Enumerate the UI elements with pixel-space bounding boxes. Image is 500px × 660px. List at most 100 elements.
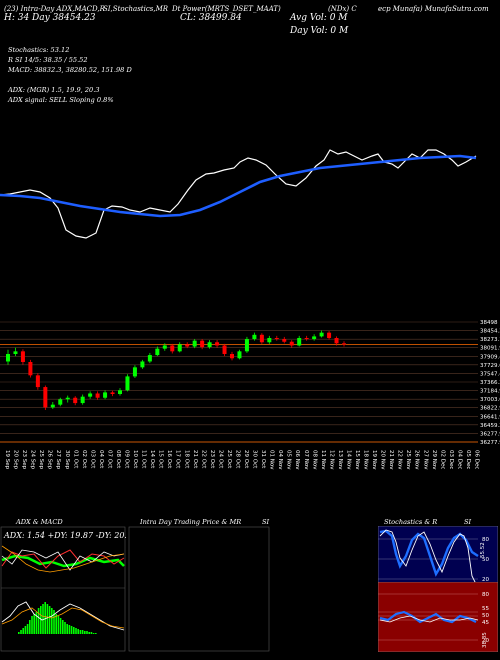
candle-body: [170, 345, 175, 352]
date-label: 14 Oct: [149, 450, 155, 469]
adx-line-white: [1, 549, 125, 571]
intra-panel-title2: SI: [262, 518, 270, 526]
macd-bar: [35, 612, 38, 634]
date-label: 25 Sep: [38, 450, 44, 470]
candle-body: [267, 338, 272, 343]
price-tick-label: 36277.90: [480, 431, 500, 437]
price-tick-label: 36459.28: [480, 423, 500, 429]
price-tick-label: 37547.47: [480, 371, 500, 377]
price-tick-label: 36641.91: [480, 414, 500, 420]
macd-bar: [57, 616, 60, 634]
adx-panel: ADX: 1.54 +DY: 19.87 -DY: 20.49: [0, 526, 126, 652]
date-label: 08 Nov: [311, 450, 317, 470]
date-label: 03 Oct: [89, 450, 95, 469]
date-label: 29 Nov: [431, 450, 437, 470]
macd-bar: [53, 610, 55, 634]
candle-body: [259, 334, 264, 343]
rsi-tick-45: 45: [482, 620, 489, 626]
day-vol: Day Vol: 0 M: [290, 26, 349, 36]
price-tick-label: 37003.68: [480, 397, 500, 403]
date-label: 25 Nov: [405, 450, 411, 470]
date-label: 22 Oct: [200, 450, 206, 469]
date-label: 30 Sep: [64, 450, 70, 470]
candle-body: [80, 396, 85, 404]
rsi-value-label: 38.35: [482, 632, 488, 648]
date-label: 19 Sep: [4, 450, 10, 470]
date-label: 02 Oct: [81, 450, 87, 469]
rsi-line-white: [379, 615, 479, 623]
price-tick-label: 38454.37: [480, 329, 500, 335]
date-label: 17 Oct: [175, 450, 181, 469]
date-label: 15 Oct: [158, 450, 164, 469]
date-label: 18 Oct: [183, 450, 189, 469]
date-label: 18 Nov: [363, 450, 369, 470]
candle-body: [200, 340, 205, 348]
macd-bar: [46, 604, 49, 634]
date-label: 01 Oct: [72, 450, 78, 469]
candle-body: [192, 340, 197, 347]
candle-body: [230, 354, 234, 359]
macd-bar: [37, 608, 40, 634]
header-col5: ecp Munafa) MunafaSutra.com: [378, 5, 489, 13]
candle-body: [110, 392, 115, 394]
macd-bar: [95, 633, 97, 634]
date-label: 23 Oct: [209, 450, 215, 469]
price-tick-label: 37184.93: [480, 389, 500, 395]
price-axis: 38498 38454.37 38273.16 38091.9 37909.48 3772…: [480, 320, 500, 446]
date-label: 02 Dec: [439, 450, 445, 469]
candle-body: [334, 338, 339, 344]
candle-body: [65, 397, 70, 400]
rsi-tick-80: 80: [482, 592, 489, 598]
candle-body: [244, 339, 249, 352]
candle-body: [185, 344, 190, 347]
candle-body: [319, 332, 324, 337]
stochastics-panel: 80 50 20 55.52: [378, 526, 498, 592]
stoch-panel-title: Stochastics & R: [384, 518, 438, 526]
info-stochastics: Stochastics: 53.12: [8, 46, 70, 54]
price-tick-label: 37909.48: [480, 354, 500, 360]
rsi-line-blue: [379, 610, 477, 624]
candle-body: [20, 351, 25, 362]
macd-bar: [90, 632, 93, 634]
macd-bar: [92, 633, 95, 634]
date-label: 31 Oct: [260, 450, 266, 469]
macd-histogram: [18, 602, 97, 634]
info-adx-signal: ADX signal: SELL Sloping 0.8%: [8, 96, 114, 104]
header-col1: (23) Intra-Day ADX,MACD,R: [4, 5, 105, 13]
date-label: 22 Nov: [397, 450, 403, 470]
date-label: 13 Nov: [337, 450, 343, 470]
macd-bar: [66, 624, 68, 634]
macd-bar: [64, 622, 66, 634]
close-label: CL: 38499.84: [180, 13, 242, 23]
macd-bar: [29, 620, 31, 634]
intra-panel-title: Intra Day Trading Price & MR: [140, 518, 242, 526]
date-label: 09 Oct: [124, 450, 130, 469]
candle-body: [125, 376, 130, 391]
date-label: 10 Oct: [132, 450, 138, 469]
avg-vol: Avg Vol: 0 M: [290, 13, 348, 23]
candle-body: [162, 345, 167, 349]
candle-body: [177, 344, 182, 352]
candle-body: [13, 351, 18, 354]
macd-bar: [88, 632, 90, 634]
stoch-tick-20: 20: [482, 577, 489, 583]
macd-bar: [79, 630, 82, 634]
macd-bar: [18, 632, 20, 634]
macd-bar: [77, 629, 79, 634]
macd-bar: [42, 604, 44, 634]
price-tick-label: 38498: [480, 320, 498, 326]
date-label: 11 Oct: [141, 450, 147, 469]
candle-body: [88, 393, 93, 397]
candle-body: [274, 338, 279, 340]
macd-bar: [20, 630, 22, 634]
rsi-panel: 80 55 50 45 20 38.35: [378, 582, 498, 652]
candle-body: [342, 343, 346, 345]
date-label: 20 Nov: [380, 450, 386, 470]
date-label: 04 Dec: [456, 450, 462, 469]
price-line: [0, 149, 477, 239]
info-adx: ADX: (MGR) 1.5, 19.9, 20.3: [8, 86, 100, 94]
candle-body: [147, 355, 152, 362]
date-label: 24 Oct: [217, 450, 223, 469]
info-blank: [8, 75, 132, 85]
date-label: 27 Nov: [422, 450, 428, 470]
